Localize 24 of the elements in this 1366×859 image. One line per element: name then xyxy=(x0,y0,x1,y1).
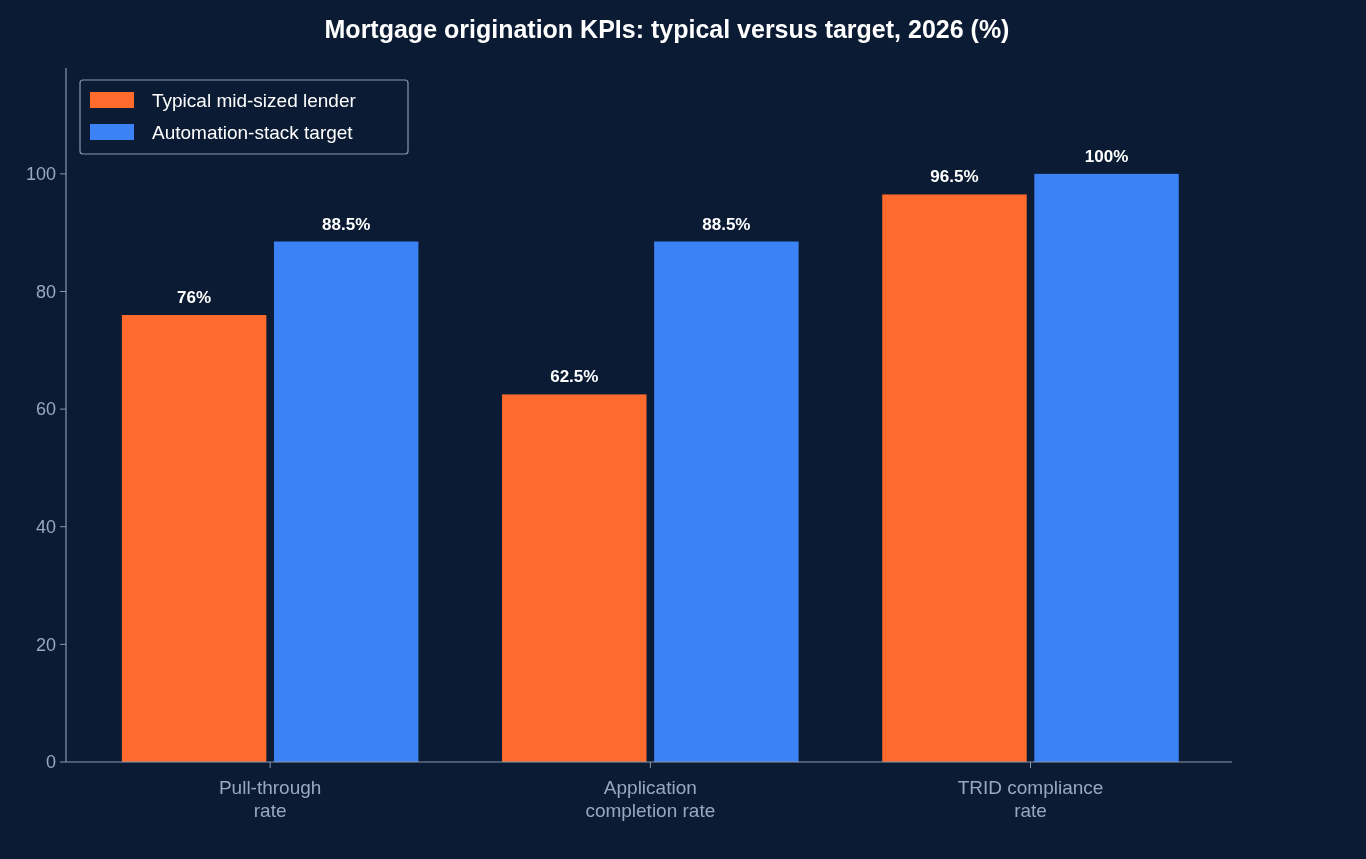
data-label: 76% xyxy=(177,288,212,308)
y-tick-label: 60 xyxy=(35,399,56,420)
data-label: 100% xyxy=(1084,146,1129,166)
bar xyxy=(121,315,267,762)
chart-title: Mortgage origination KPIs: typical versus target, 2026 (%) xyxy=(324,15,1010,43)
x-tick-label: Application completion rate xyxy=(585,777,716,821)
y-tick-label: 100 xyxy=(25,164,56,185)
y-tick-label: 0 xyxy=(45,752,56,773)
data-label: 88.5% xyxy=(702,214,751,234)
data-label: 88.5% xyxy=(322,214,371,234)
bar xyxy=(882,194,1027,762)
legend-label: Automation-stack target xyxy=(152,121,354,143)
legend-label: Typical mid-sized lender xyxy=(152,89,357,111)
y-tick-label: 40 xyxy=(35,517,56,538)
bar xyxy=(1034,173,1179,762)
x-tick-label: Pull-through rate xyxy=(218,777,322,821)
data-label: 62.5% xyxy=(550,367,599,387)
y-tick-label: 80 xyxy=(35,281,56,302)
bar xyxy=(273,241,419,762)
y-tick-label: 20 xyxy=(35,634,56,655)
data-label: 96.5% xyxy=(930,167,979,187)
bar xyxy=(654,241,799,762)
bar xyxy=(502,394,647,762)
x-tick-label: TRID compliance rate xyxy=(957,777,1104,821)
